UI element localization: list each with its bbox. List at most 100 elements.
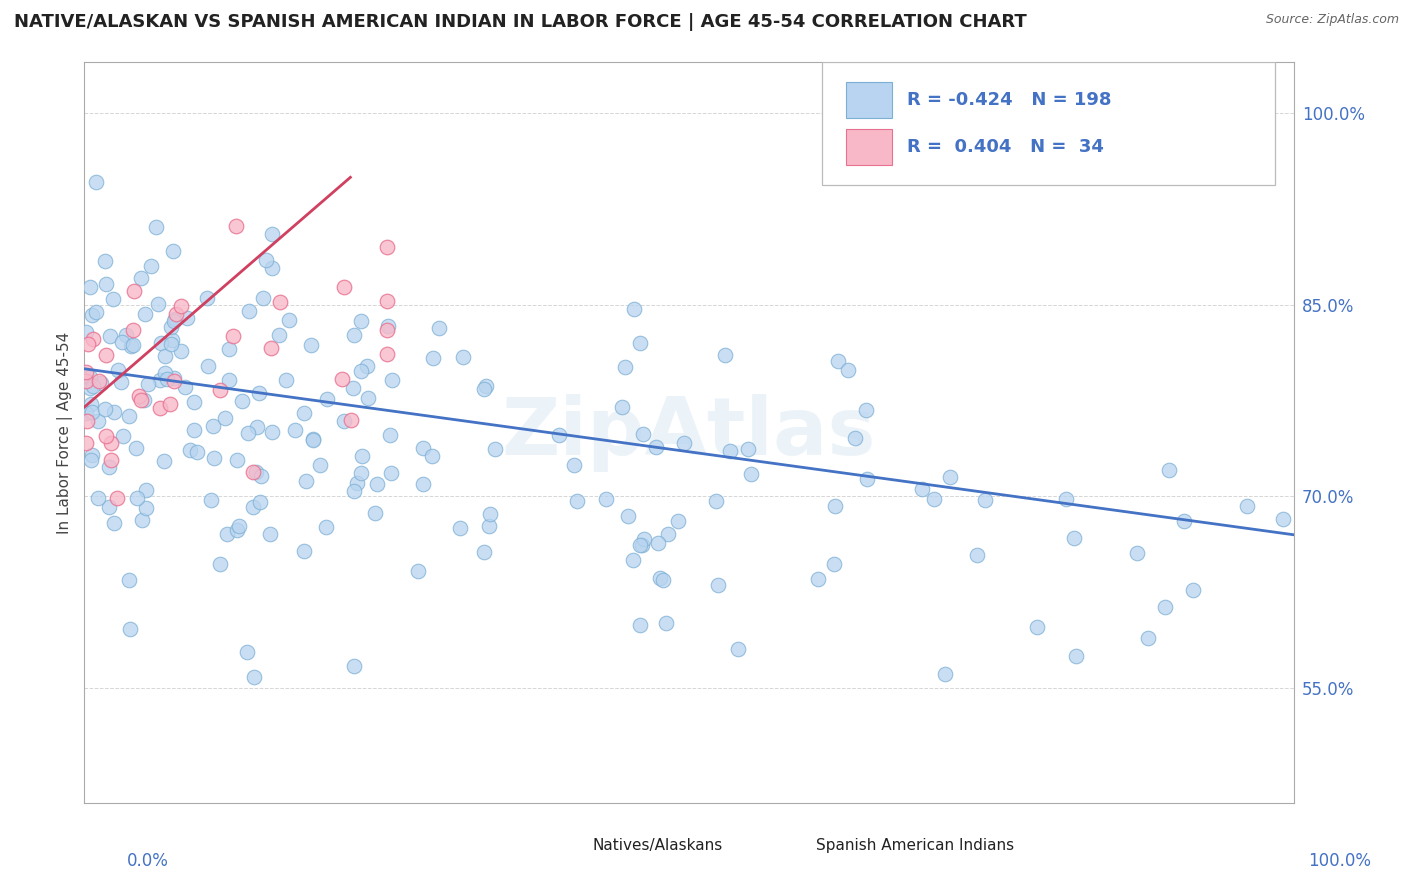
Point — [107, 363, 129, 377]
Point — [343, 484, 366, 499]
Point — [478, 507, 501, 521]
Point — [202, 450, 225, 465]
Point — [75, 325, 97, 339]
Point — [98, 329, 121, 343]
Point — [165, 307, 187, 321]
Point — [966, 549, 988, 563]
Point — [153, 349, 176, 363]
Point — [80, 453, 103, 467]
Point — [156, 372, 179, 386]
Point — [75, 374, 97, 388]
Point — [295, 474, 318, 488]
Point — [150, 336, 173, 351]
Point — [478, 518, 501, 533]
Point — [610, 400, 633, 414]
Point — [163, 375, 186, 389]
Point — [125, 441, 148, 455]
Point — [121, 338, 143, 352]
Point — [380, 466, 402, 480]
Point — [117, 409, 139, 423]
Point — [86, 305, 108, 319]
Point — [159, 397, 181, 411]
Point — [111, 429, 134, 443]
Point — [412, 477, 434, 491]
Point — [1126, 545, 1149, 559]
Point — [375, 240, 398, 254]
Point — [250, 469, 273, 483]
Point — [97, 500, 120, 514]
Point — [135, 501, 157, 516]
Point — [704, 493, 727, 508]
Point — [162, 244, 184, 258]
Y-axis label: In Labor Force | Age 45-54: In Labor Force | Age 45-54 — [58, 332, 73, 533]
Point — [163, 313, 186, 327]
Point — [125, 491, 148, 505]
Point — [75, 436, 97, 450]
Point — [284, 423, 307, 437]
Point — [226, 452, 249, 467]
Point — [308, 458, 330, 472]
Point — [183, 394, 205, 409]
Point — [242, 465, 264, 479]
Point — [316, 392, 339, 406]
Point — [129, 392, 152, 407]
Point — [628, 617, 651, 632]
Point — [103, 516, 125, 531]
Point — [96, 277, 118, 291]
Point — [75, 406, 97, 420]
Text: 100.0%: 100.0% — [1308, 852, 1371, 870]
Point — [299, 338, 322, 352]
Point — [381, 372, 404, 386]
Point — [94, 347, 117, 361]
Point — [707, 578, 730, 592]
Point — [922, 492, 945, 507]
Point — [260, 227, 283, 241]
Point — [160, 320, 183, 334]
Point — [105, 491, 128, 506]
Point — [132, 392, 155, 407]
Point — [176, 310, 198, 325]
Point — [186, 445, 208, 459]
Point — [129, 271, 152, 285]
Point — [100, 435, 122, 450]
Point — [628, 538, 651, 552]
Point — [121, 323, 143, 337]
Point — [484, 442, 506, 457]
Point — [630, 538, 652, 552]
Point — [855, 403, 877, 417]
Point — [84, 175, 107, 189]
Point — [236, 645, 259, 659]
Point — [103, 405, 125, 419]
Point — [197, 359, 219, 374]
Point — [427, 320, 450, 334]
Point — [165, 312, 187, 326]
Point — [673, 436, 696, 450]
Point — [269, 327, 291, 342]
Point — [118, 622, 141, 636]
Point — [76, 414, 98, 428]
Point — [122, 284, 145, 298]
Point — [160, 334, 183, 348]
Point — [222, 329, 245, 343]
Point — [94, 428, 117, 442]
Point — [80, 309, 103, 323]
Point — [179, 442, 201, 457]
Point — [346, 475, 368, 490]
Point — [136, 377, 159, 392]
Point — [343, 659, 366, 673]
Point — [628, 335, 651, 350]
Point — [548, 428, 571, 442]
Point — [666, 514, 689, 528]
Point — [652, 573, 675, 587]
Point — [378, 427, 401, 442]
Point — [562, 458, 585, 472]
Point — [366, 477, 388, 491]
Point — [75, 365, 97, 379]
Point — [260, 260, 283, 275]
Point — [277, 312, 299, 326]
Point — [249, 494, 271, 508]
Point — [422, 351, 444, 366]
Point — [412, 441, 434, 455]
Text: Spanish American Indians: Spanish American Indians — [815, 838, 1014, 854]
Point — [218, 342, 240, 356]
